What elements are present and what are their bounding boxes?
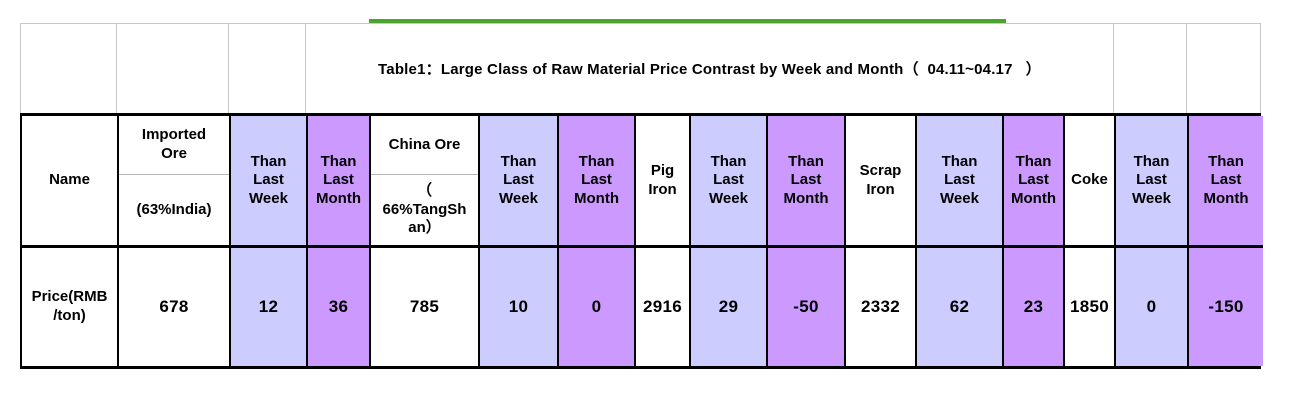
title-grid-cell (1114, 24, 1187, 113)
header-coke-than-last-week: Than Last Week (1116, 116, 1189, 248)
value-coke-price: 1850 (1065, 248, 1116, 366)
header-imported-ore-grade: (63%India) (136, 200, 212, 218)
header-china-ore-grade: （ 66%TangSh an） (382, 182, 467, 237)
header-imported-ore: Imported Ore (63%India) (119, 116, 231, 248)
price-contrast-table: Table1：Large Class of Raw Material Price… (20, 23, 1263, 369)
header-imported-than-last-month: Than Last Month (308, 116, 371, 248)
header-imported-ore-title: Imported Ore (119, 116, 229, 175)
title-row: Table1：Large Class of Raw Material Price… (20, 23, 1261, 113)
title-grid-cell (20, 24, 117, 113)
table-title: Table1：Large Class of Raw Material Price… (306, 24, 1114, 113)
value-imported-week-change: 12 (231, 248, 308, 366)
header-scrap-than-last-week: Than Last Week (917, 116, 1004, 248)
value-china-month-change: 0 (559, 248, 636, 366)
value-scrap-month-change: 23 (1004, 248, 1065, 366)
value-china-ore-price: 785 (371, 248, 480, 366)
header-coke-than-last-month: Than Last Month (1189, 116, 1263, 248)
header-china-ore: China Ore （ 66%TangSh an） (371, 116, 480, 248)
value-imported-month-change: 36 (308, 248, 371, 366)
header-name: Name (22, 116, 119, 248)
header-coke: Coke (1065, 116, 1116, 248)
green-accent-line (369, 19, 1006, 23)
value-coke-week-change: 0 (1116, 248, 1189, 366)
value-coke-month-change: -150 (1189, 248, 1263, 366)
title-grid-cell (1187, 24, 1261, 113)
header-china-than-last-month: Than Last Month (559, 116, 636, 248)
header-china-ore-title: China Ore (371, 116, 478, 175)
value-imported-ore-price: 678 (119, 248, 231, 366)
value-scrap-iron-price: 2332 (846, 248, 917, 366)
value-pig-week-change: 29 (691, 248, 768, 366)
value-pig-month-change: -50 (768, 248, 846, 366)
title-grid-cell (229, 24, 306, 113)
header-pig-than-last-week: Than Last Week (691, 116, 768, 248)
row-label-price-rmb-ton: Price(RMB /ton) (22, 248, 119, 366)
header-imported-than-last-week: Than Last Week (231, 116, 308, 248)
table-grid: Name Imported Ore (63%India) Than Last W… (20, 113, 1263, 369)
header-china-than-last-week: Than Last Week (480, 116, 559, 248)
header-scrap-iron: Scrap Iron (846, 116, 917, 248)
header-pig-iron: Pig Iron (636, 116, 691, 248)
header-scrap-than-last-month: Than Last Month (1004, 116, 1065, 248)
value-scrap-week-change: 62 (917, 248, 1004, 366)
value-china-week-change: 10 (480, 248, 559, 366)
header-pig-than-last-month: Than Last Month (768, 116, 846, 248)
value-pig-iron-price: 2916 (636, 248, 691, 366)
title-grid-cell (117, 24, 229, 113)
